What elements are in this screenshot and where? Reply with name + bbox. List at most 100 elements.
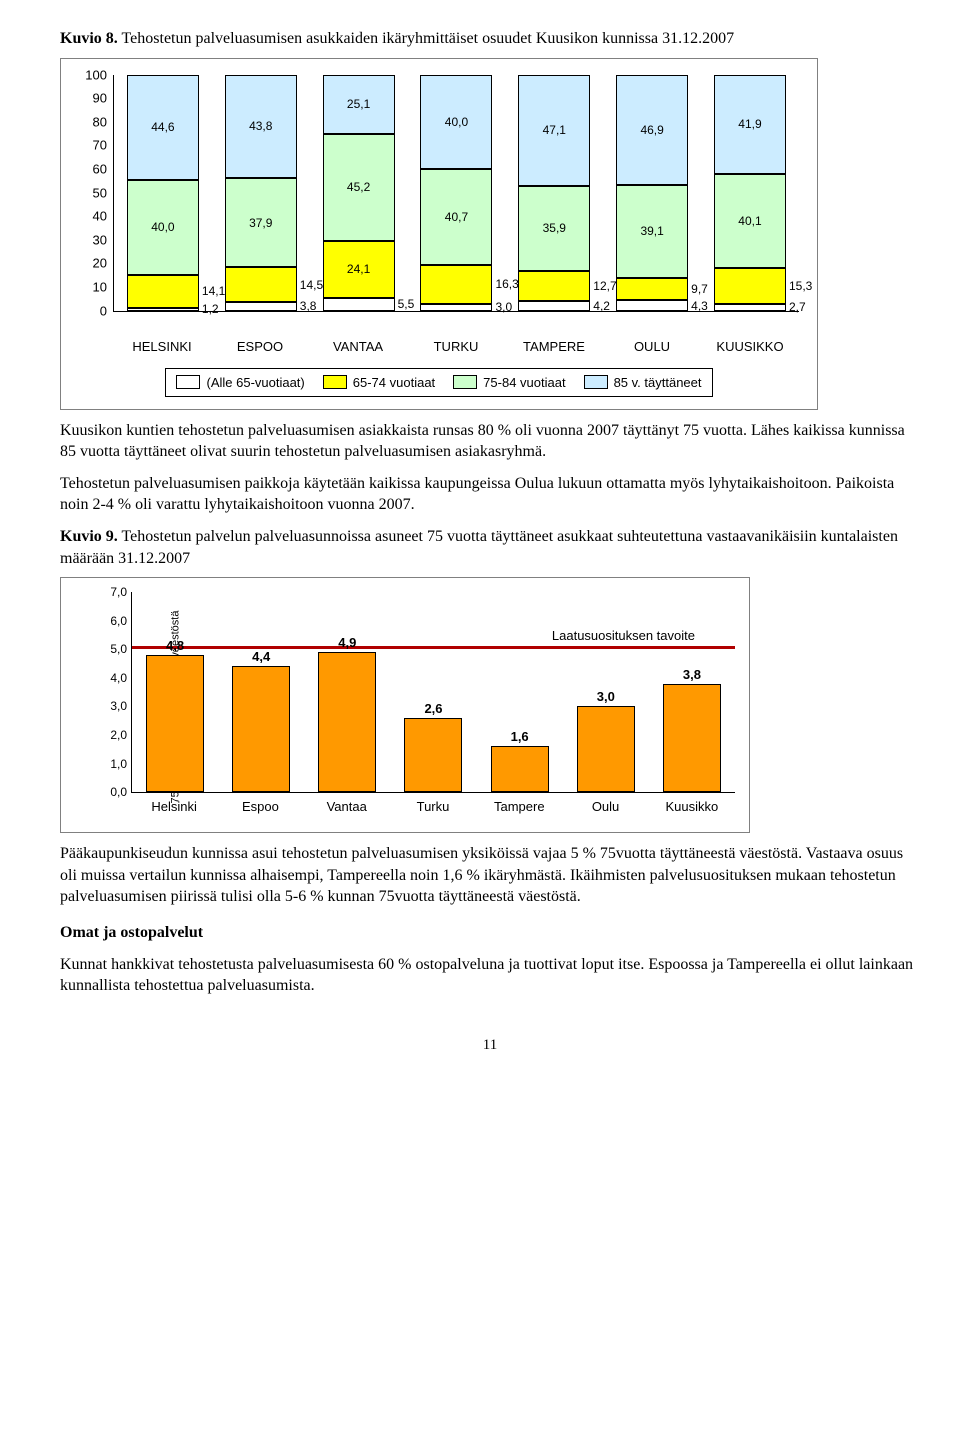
kuvio8-x-label: TAMPERE <box>518 339 590 354</box>
kuvio9-bar-label: 3,8 <box>683 667 701 682</box>
kuvio8-segment-label: 39,1 <box>640 224 663 238</box>
kuvio8-segment-label: 4,2 <box>593 299 610 313</box>
kuvio8-legend-label: 65-74 vuotiaat <box>353 375 435 390</box>
kuvio8-y-axis: 0102030405060708090100 <box>79 75 109 311</box>
kuvio8-y-tick: 30 <box>93 232 107 247</box>
kuvio8-bar-segment: 43,8 <box>225 75 297 178</box>
kuvio8-legend-swatch <box>584 375 608 389</box>
kuvio8-x-label: OULU <box>616 339 688 354</box>
kuvio8-bar-segment: 44,6 <box>127 75 199 180</box>
kuvio9-plot-area: 75+ asiakkaat % vastaavasta väestöstä 0,… <box>131 592 735 822</box>
kuvio8-segment-label: 3,8 <box>300 299 317 313</box>
kuvio8-segment-label: 37,9 <box>249 216 272 230</box>
kuvio8-caption-text: Tehostetun palveluasumisen asukkaiden ik… <box>118 30 734 47</box>
kuvio9-bar: 3,8 <box>663 684 721 793</box>
kuvio9-y-tick: 0,0 <box>110 785 127 799</box>
kuvio8-y-tick: 90 <box>93 91 107 106</box>
kuvio8-segment-label: 46,9 <box>640 123 663 137</box>
kuvio8-y-tick: 10 <box>93 280 107 295</box>
kuvio8-y-tick: 70 <box>93 138 107 153</box>
kuvio8-y-tick: 60 <box>93 162 107 177</box>
kuvio8-segment-label: 40,1 <box>738 214 761 228</box>
kuvio8-bar-segment: 3,0 <box>420 304 492 311</box>
kuvio8-caption: Kuvio 8. Tehostetun palveluasumisen asuk… <box>60 28 920 50</box>
kuvio9-x-label: Tampere <box>490 799 548 814</box>
kuvio8-bar-segment: 12,7 <box>518 271 590 301</box>
kuvio8-bar-segment: 47,1 <box>518 75 590 186</box>
kuvio9-x-label: Oulu <box>577 799 635 814</box>
kuvio9-bar: 3,0 <box>577 706 635 792</box>
kuvio9-bar: 4,8 <box>146 655 204 792</box>
kuvio8-segment-label: 3,0 <box>495 300 512 314</box>
kuvio9-x-label: Kuusikko <box>663 799 721 814</box>
kuvio8-segment-label: 40,0 <box>151 220 174 234</box>
kuvio8-x-label: ESPOO <box>224 339 296 354</box>
kuvio8-bar-segment: 9,7 <box>616 278 688 301</box>
kuvio8-segment-label: 35,9 <box>543 221 566 235</box>
kuvio8-segment-label: 14,1 <box>202 284 225 298</box>
kuvio9-bar: 4,9 <box>318 652 376 792</box>
kuvio9-x-label: Espoo <box>231 799 289 814</box>
kuvio9-x-labels: HelsinkiEspooVantaaTurkuTampereOuluKuusi… <box>131 799 735 814</box>
kuvio8-segment-label: 44,6 <box>151 120 174 134</box>
kuvio8-bar-segment: 3,8 <box>225 302 297 311</box>
kuvio8-bar: 5,5 24,1 45,2 25,1 <box>323 75 395 311</box>
kuvio9-bar-label: 4,9 <box>338 635 356 650</box>
kuvio8-bar-segment: 39,1 <box>616 185 688 277</box>
kuvio8-x-label: KUUSIKKO <box>714 339 786 354</box>
kuvio9-caption-text: Tehostetun palvelun palveluasunnoissa as… <box>60 528 898 567</box>
kuvio8-segment-label: 4,3 <box>691 299 708 313</box>
kuvio8-bar-segment: 35,9 <box>518 186 590 271</box>
kuvio8-bar-segment: 1,2 <box>127 308 199 311</box>
kuvio8-segment-label: 24,1 <box>347 262 370 276</box>
kuvio8-bar-segment: 46,9 <box>616 75 688 186</box>
kuvio9-bar-label: 1,6 <box>511 729 529 744</box>
kuvio8-segment-label: 25,1 <box>347 97 370 111</box>
kuvio8-legend-item: 75-84 vuotiaat <box>453 375 565 390</box>
kuvio8-bar-segment: 16,3 <box>420 265 492 303</box>
page-number: 11 <box>60 1037 920 1054</box>
kuvio9-y-axis: 0,01,02,03,04,05,06,07,0 <box>101 592 127 822</box>
kuvio8-bar-segment: 15,3 <box>714 268 786 304</box>
kuvio8-bar-segment: 37,9 <box>225 178 297 267</box>
kuvio9-y-tick: 7,0 <box>110 585 127 599</box>
kuvio9-bar-label: 3,0 <box>597 689 615 704</box>
kuvio8-segment-label: 2,7 <box>789 300 806 314</box>
kuvio9-y-tick: 6,0 <box>110 614 127 628</box>
kuvio8-segment-label: 40,7 <box>445 210 468 224</box>
kuvio8-bar-segment: 41,9 <box>714 75 786 174</box>
kuvio8-bar-segment: 45,2 <box>323 134 395 241</box>
kuvio8-segment-label: 5,5 <box>398 297 415 311</box>
kuvio8-bar-segment: 40,0 <box>127 180 199 274</box>
kuvio8-segment-label: 12,7 <box>593 279 616 293</box>
kuvio8-bar-segment: 5,5 <box>323 298 395 311</box>
kuvio8-segment-label: 43,8 <box>249 119 272 133</box>
kuvio8-bar: 2,715,340,141,9 <box>714 75 786 311</box>
kuvio8-legend-label: 75-84 vuotiaat <box>483 375 565 390</box>
kuvio8-y-tick: 40 <box>93 209 107 224</box>
kuvio8-segment-label: 47,1 <box>543 123 566 137</box>
kuvio8-segment-label: 15,3 <box>789 279 812 293</box>
kuvio8-segment-label: 16,3 <box>495 277 518 291</box>
kuvio8-legend-swatch <box>453 375 477 389</box>
kuvio8-caption-prefix: Kuvio 8. <box>60 30 118 47</box>
kuvio8-bar: 3,016,3 40,7 40,0 <box>420 75 492 311</box>
kuvio8-y-tick: 80 <box>93 114 107 129</box>
kuvio8-bar-segment: 24,1 <box>323 241 395 298</box>
kuvio8-bar: 4,212,735,947,1 <box>518 75 590 311</box>
kuvio8-bar-segment: 40,7 <box>420 169 492 265</box>
kuvio9-y-tick: 5,0 <box>110 642 127 656</box>
kuvio8-y-tick: 0 <box>100 303 107 318</box>
kuvio8-bar-segment: 14,5 <box>225 267 297 301</box>
kuvio8-chart: 0102030405060708090100 1,214,140,044,63,… <box>60 58 818 410</box>
subheading: Omat ja ostopalvelut <box>60 922 920 944</box>
kuvio9-y-tick: 3,0 <box>110 699 127 713</box>
kuvio8-y-tick: 50 <box>93 185 107 200</box>
paragraph-1: Kuusikon kuntien tehostetun palveluasumi… <box>60 420 920 463</box>
kuvio9-bar-label: 4,4 <box>252 649 270 664</box>
kuvio8-legend-swatch <box>323 375 347 389</box>
kuvio9-caption: Kuvio 9. Tehostetun palvelun palveluasun… <box>60 526 920 569</box>
kuvio8-bar-segment: 40,0 <box>420 75 492 169</box>
kuvio9-bar-label: 2,6 <box>424 701 442 716</box>
kuvio8-segment-label: 14,5 <box>300 278 323 292</box>
